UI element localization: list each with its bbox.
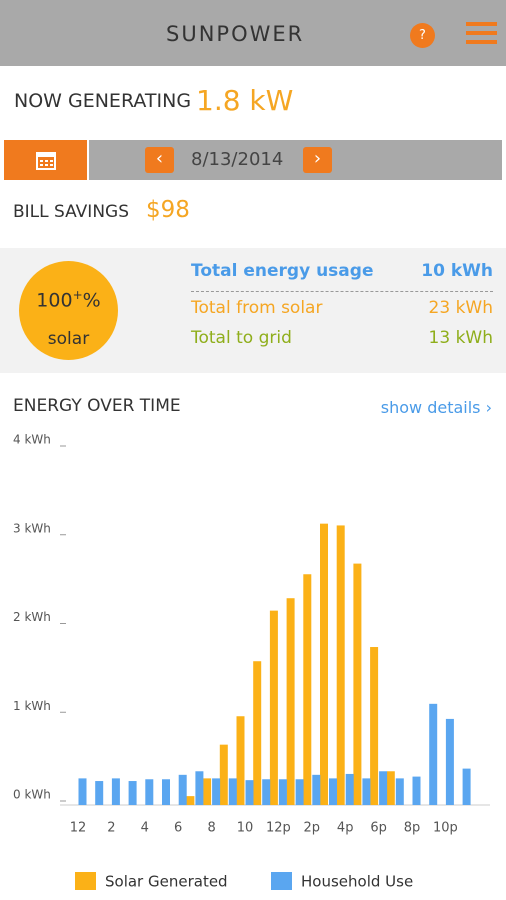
bar [462,768,471,805]
bar [312,774,321,805]
y-tick-label: 4 kWh [13,433,51,447]
bar [178,774,187,805]
bar [212,778,221,805]
bar [262,779,271,805]
logo: SUNPOWER [166,22,305,46]
percent-value: 100 [36,289,73,312]
bar [186,796,195,805]
summary-label: Total to grid [191,328,292,348]
x-tick-label: 12p [266,821,291,836]
summary-label: Total from solar [191,298,323,318]
bar [95,781,104,805]
bar [219,744,228,805]
bar [412,776,421,805]
bar [395,778,404,805]
solar-badge: 100+% solar [19,261,118,360]
bar [195,771,204,805]
solar-label: solar [47,329,90,349]
bar [286,598,295,805]
x-tick-label: 4 [141,821,149,836]
calendar-button[interactable] [4,140,87,180]
percent-unit: % [82,289,101,312]
show-details-link[interactable]: show details › [380,398,492,417]
solar-percent: 100+% [19,288,118,311]
help-button[interactable]: ? [410,23,435,48]
bar [145,779,154,805]
bar [162,779,170,805]
divider [191,291,493,292]
now-generating-value: 1.8 kW [196,84,294,117]
legend-label: Solar Generated [105,873,228,891]
bar [203,778,212,805]
bar [370,647,379,805]
x-tick-label: 8p [404,821,421,836]
chart-title: ENERGY OVER TIME [13,396,181,416]
now-generating-label: NOW GENERATING [14,90,192,112]
bar [320,523,328,805]
legend-label: Household Use [301,873,413,891]
bar [111,778,120,805]
bar [245,780,254,805]
y-tick-label: 2 kWh [13,610,51,624]
bar [379,771,388,805]
x-tick-label: 8 [207,821,215,836]
next-day-button[interactable]: › [303,147,332,173]
y-tick-label: 0 kWh [13,788,51,802]
x-tick-label: 2 [107,821,115,836]
bill-savings-label: BILL SAVINGS [13,202,129,222]
date: 8/13/2014 [191,149,284,170]
x-tick-label: 6 [174,821,182,836]
summary-value: 23 kWh [428,298,493,318]
bar [228,778,237,805]
bar [269,610,278,805]
legend-swatch [75,872,96,890]
x-tick-label: 6p [370,821,387,836]
y-tick-label: 1 kWh [13,699,51,713]
y-tick-label: 3 kWh [13,521,51,535]
chart: 0 kWh 1 kWh 2 kWh 3 kWh 4 kWh 12 2 4 6 8 10 12p 2p 4p… [13,433,490,891]
calendar-icon [36,152,56,170]
bar [429,703,438,805]
x-tick-label: 12 [70,821,87,836]
x-tick-label: 10p [433,821,458,836]
bar [336,525,345,805]
menu-button[interactable] [466,22,498,46]
legend-swatch [271,872,292,890]
summary-label: Total energy usage [191,261,374,281]
bar [236,716,245,805]
date-bar: ‹ 8/13/2014 › [89,140,502,180]
summary-panel: 100+% solar Total energy usage 10 kWh To… [0,248,506,373]
percent-superscript: + [72,288,83,302]
bar [353,563,362,805]
bar [362,778,371,805]
bar [303,574,312,805]
summary-value: 13 kWh [428,328,493,348]
x-tick-label: 10 [237,821,254,836]
bar [253,661,262,805]
bill-savings-value: $98 [146,197,190,223]
x-tick-label: 4p [337,821,354,836]
bar [78,778,87,805]
bar [278,779,287,805]
x-tick-label: 2p [304,821,321,836]
bar [386,771,395,805]
bar [445,718,454,805]
bar [329,778,337,805]
header: SUNPOWER ? [0,0,506,66]
prev-day-button[interactable]: ‹ [145,147,174,173]
bar [345,773,354,805]
bar [128,781,137,805]
bar [295,779,304,805]
summary-value: 10 kWh [421,261,493,281]
